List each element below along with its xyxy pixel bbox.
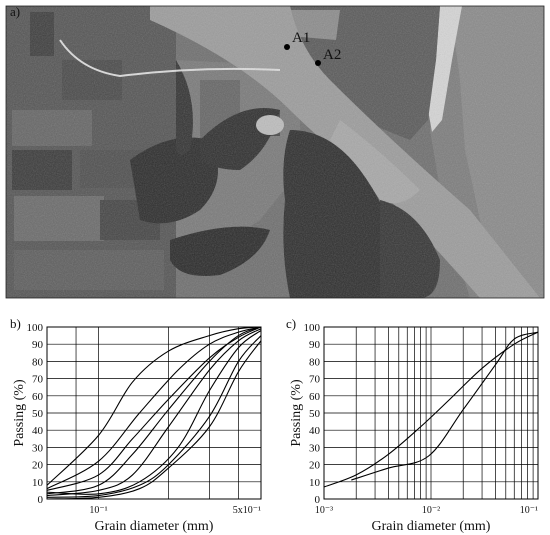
b-y-tick-label: 50: [32, 408, 44, 420]
chart-c: 0 10 20 30 40 50 60 70 80 90 100 10⁻³ 10⁻² 10⁻¹ Grain …: [289, 322, 539, 534]
c-plot-frame: [323, 326, 539, 500]
c-y-tick-label: 100: [304, 322, 321, 334]
b-series-1-line: [46, 326, 262, 486]
marker-a2-dot: [315, 60, 321, 66]
c-x-tick-label: 10⁻¹: [520, 505, 538, 516]
marker-a2-label: A2: [323, 47, 341, 63]
b-plot-frame: [46, 326, 262, 500]
chart-b: 0 10 20 30 40 50 60 70 80 90 100 10⁻¹ 5x10⁻¹ Grain di…: [12, 322, 262, 534]
c-x-tick-label: 10⁻³: [315, 505, 333, 516]
c-y-tick-label: 10: [309, 477, 321, 489]
c-series-2-line: [351, 331, 539, 481]
c-y-tick-label: 30: [309, 442, 321, 454]
c-x-tick-label: 10⁻²: [422, 505, 440, 516]
b-x-tick-label: 10⁻¹: [89, 505, 107, 516]
panel-b-label: b): [10, 316, 21, 331]
c-y-tick-label: 70: [309, 374, 321, 386]
b-series-2-line: [46, 326, 262, 490]
b-y-tick-label: 100: [27, 322, 44, 334]
b-y-tick-label: 90: [32, 339, 44, 351]
aerial-photo: [6, 6, 544, 298]
b-series-7-line: [46, 335, 262, 498]
c-y-tick-label: 50: [309, 408, 321, 420]
b-y-tick-label: 30: [32, 442, 44, 454]
c-y-tick-label: 90: [309, 339, 321, 351]
c-series-1-line: [323, 331, 539, 488]
b-series-4-line: [46, 326, 262, 495]
c-y-tick-label: 40: [309, 425, 321, 437]
marker-a1-label: A1: [292, 30, 310, 46]
b-y-tick-label: 20: [32, 460, 44, 472]
c-y-tick-label: 20: [309, 460, 321, 472]
b-y-tick-label: 60: [32, 391, 44, 403]
b-x-axis-label: Grain diameter (mm): [95, 519, 214, 534]
panel-c-label: c): [286, 316, 296, 331]
c-x-axis-label: Grain diameter (mm): [372, 519, 491, 534]
b-y-tick-label: 40: [32, 425, 44, 437]
b-x-tick-label: 5x10⁻¹: [233, 505, 261, 516]
b-series-5-line: [46, 328, 262, 497]
marker-a1-dot: [284, 44, 290, 50]
panel-a-label: a): [10, 4, 20, 19]
c-y-axis-label: Passing (%): [289, 379, 304, 447]
c-y-tick-label: 0: [315, 494, 321, 506]
b-series-6-line: [46, 329, 262, 495]
b-series-3-line: [46, 326, 262, 491]
b-y-tick-label: 80: [32, 356, 44, 368]
b-y-tick-label: 70: [32, 374, 44, 386]
b-y-tick-label: 10: [32, 477, 44, 489]
c-y-tick-label: 80: [309, 356, 321, 368]
b-series-8-line: [46, 340, 262, 500]
b-y-tick-label: 0: [38, 494, 44, 506]
b-y-axis-label: Passing (%): [12, 379, 27, 447]
photo-frame: [5, 5, 545, 299]
c-y-tick-label: 60: [309, 391, 321, 403]
